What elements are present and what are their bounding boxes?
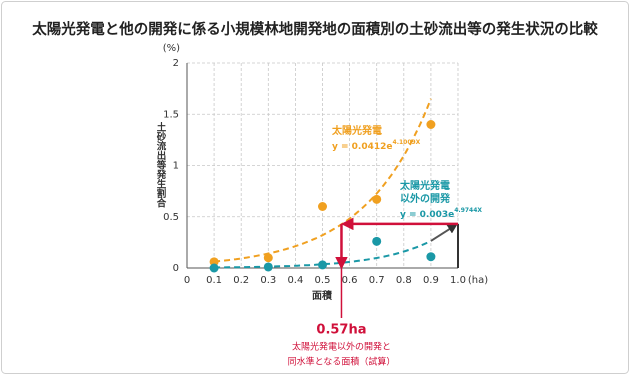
x-tick-label: 0 — [184, 275, 190, 286]
annotation-text: 同水準となる面積（試算） — [288, 356, 396, 368]
trend-equation-base: y = 0.003e — [400, 210, 454, 220]
chart-title: 太陽光発電と他の開発に係る小規模林地開発地の面積別の土砂流出等の発生状況の比較 — [32, 20, 598, 38]
y-unit: (%) — [163, 43, 180, 54]
point — [426, 120, 436, 129]
point — [263, 262, 273, 272]
trend-equation-exponent: 4.9744X — [454, 207, 482, 214]
point — [209, 263, 219, 273]
x-unit: (ha) — [468, 275, 488, 286]
trend-line — [214, 240, 432, 269]
x-tick-label: 0.7 — [369, 275, 385, 286]
trend-line — [214, 98, 432, 263]
point — [426, 252, 436, 262]
y-label: 土砂流出等発生割合 — [155, 122, 168, 209]
y-tick-label: 1 — [173, 161, 179, 172]
y-tick-label: 0.5 — [163, 212, 179, 223]
x-tick-label: 0.3 — [260, 275, 276, 286]
y-tick-label: 0 — [173, 263, 179, 274]
x-tick-label: 0.2 — [233, 275, 249, 286]
y-tick-label: 1.5 — [163, 109, 179, 120]
series-label: 以外の開発 — [400, 192, 451, 205]
point — [372, 236, 382, 246]
trend-equation: y = 0.003e4.9744X — [400, 207, 482, 220]
x-tick-label: 0.5 — [315, 275, 331, 286]
x-tick-label: 0.6 — [342, 275, 358, 286]
point — [209, 257, 219, 267]
x-tick-label: 0.4 — [287, 275, 303, 286]
point — [263, 253, 273, 263]
x-tick-label: 0.1 — [206, 275, 222, 286]
annotation-value: 0.57ha — [316, 323, 366, 338]
trend-equation: y = 0.0412e4.1009X — [332, 139, 421, 152]
y-tick-label: 2 — [173, 58, 179, 69]
series-label: 太陽光発電 — [399, 179, 450, 192]
trend-equation-exponent: 4.1009X — [393, 139, 421, 146]
x-tick-label: 0.8 — [396, 275, 412, 286]
x-tick-label: 0.9 — [423, 275, 439, 286]
annotation-text: 太陽光発電以外の開発と — [292, 341, 391, 353]
pointer-line — [430, 223, 458, 242]
x-tick-label: 1.0 — [450, 275, 466, 286]
point — [318, 202, 327, 211]
trend-equation-base: y = 0.0412e — [332, 142, 393, 152]
point — [372, 194, 382, 204]
point — [318, 260, 327, 270]
series-label: 太陽光発電 — [331, 124, 382, 137]
x-label: 面積 — [312, 289, 333, 302]
